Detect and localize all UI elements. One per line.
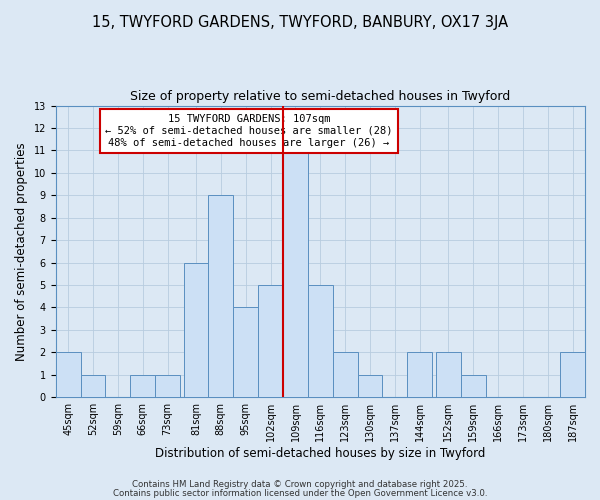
Bar <box>308 285 333 397</box>
Bar <box>358 375 382 397</box>
Bar <box>56 352 80 397</box>
Bar <box>233 308 258 397</box>
Bar <box>208 196 233 397</box>
X-axis label: Distribution of semi-detached houses by size in Twyford: Distribution of semi-detached houses by … <box>155 447 485 460</box>
Title: Size of property relative to semi-detached houses in Twyford: Size of property relative to semi-detach… <box>130 90 511 103</box>
Bar <box>80 375 106 397</box>
Bar <box>333 352 358 397</box>
Bar <box>436 352 461 397</box>
Bar <box>155 375 180 397</box>
Y-axis label: Number of semi-detached properties: Number of semi-detached properties <box>15 142 28 360</box>
Bar <box>407 352 432 397</box>
Text: Contains HM Land Registry data © Crown copyright and database right 2025.: Contains HM Land Registry data © Crown c… <box>132 480 468 489</box>
Text: 15 TWYFORD GARDENS: 107sqm
← 52% of semi-detached houses are smaller (28)
48% of: 15 TWYFORD GARDENS: 107sqm ← 52% of semi… <box>105 114 392 148</box>
Bar <box>184 262 208 397</box>
Bar <box>283 150 308 397</box>
Text: Contains public sector information licensed under the Open Government Licence v3: Contains public sector information licen… <box>113 488 487 498</box>
Text: 15, TWYFORD GARDENS, TWYFORD, BANBURY, OX17 3JA: 15, TWYFORD GARDENS, TWYFORD, BANBURY, O… <box>92 15 508 30</box>
Bar <box>258 285 283 397</box>
Bar <box>560 352 585 397</box>
Bar <box>130 375 155 397</box>
Bar <box>461 375 485 397</box>
